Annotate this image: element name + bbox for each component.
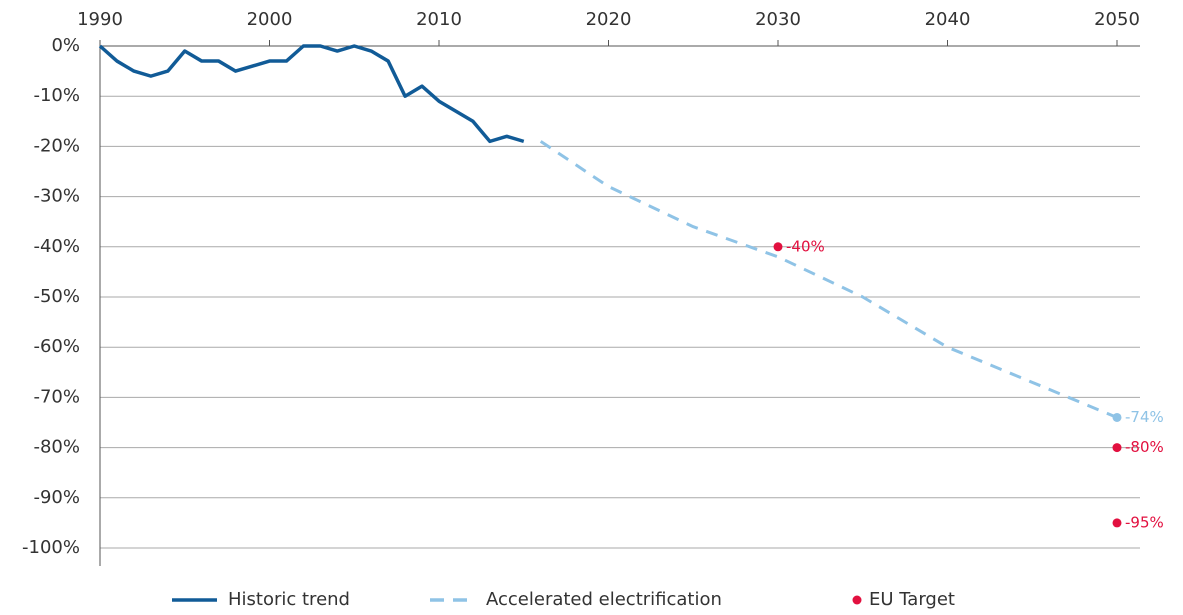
y-tick-label: -30% (33, 186, 80, 207)
y-tick-label: -40% (33, 236, 80, 257)
y-tick-label: -60% (33, 336, 80, 357)
y-tick-label: -70% (33, 386, 80, 407)
x-tick-label: 2020 (586, 9, 632, 30)
end-point (1112, 412, 1122, 422)
series-line (539, 140, 1118, 419)
x-tick-label: 2050 (1094, 9, 1140, 30)
legend-label: Accelerated electrification (486, 589, 722, 610)
legend-label: EU Target (869, 589, 955, 610)
target-point (1112, 518, 1122, 528)
y-tick-label: -100% (22, 537, 80, 558)
series-line (98, 44, 525, 144)
y-tick-label: -90% (33, 487, 80, 508)
target-point (1112, 443, 1122, 453)
y-tick-label: -20% (33, 135, 80, 156)
x-tick-label: 1990 (77, 9, 123, 30)
y-tick-label: -50% (33, 286, 80, 307)
value-label: -40% (786, 237, 825, 255)
legend-swatch (852, 595, 862, 605)
y-tick-label: -10% (33, 85, 80, 106)
y-tick-label: -80% (33, 437, 80, 458)
legend-label: Historic trend (228, 589, 350, 610)
x-tick-label: 2000 (247, 9, 293, 30)
target-point (773, 242, 783, 252)
x-tick-label: 2030 (755, 9, 801, 30)
y-tick-label: 0% (51, 35, 80, 56)
x-tick-label: 2040 (925, 9, 971, 30)
value-label: -74% (1125, 408, 1164, 426)
value-label: -80% (1125, 438, 1164, 456)
x-tick-label: 2010 (416, 9, 462, 30)
value-label: -95% (1125, 513, 1164, 531)
